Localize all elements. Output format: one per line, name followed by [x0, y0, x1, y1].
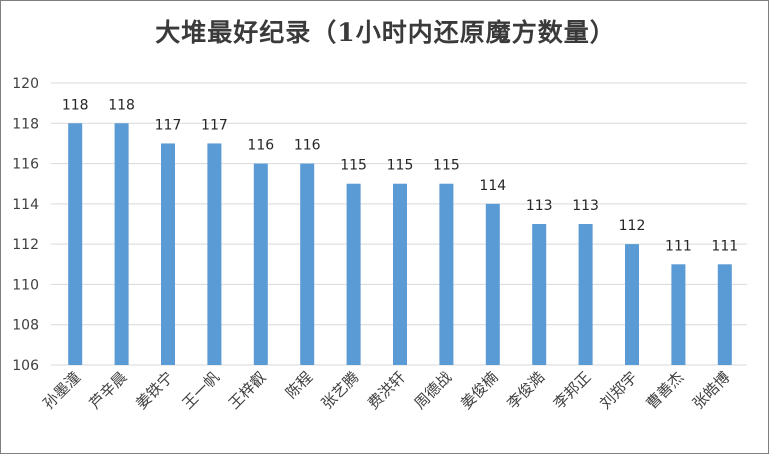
- bar-费洪轩: [393, 183, 407, 365]
- y-tick-label: 116: [12, 157, 39, 173]
- data-label: 115: [433, 158, 460, 174]
- x-axis-label: 张艺腾: [318, 368, 363, 413]
- bar-芦辛晨: [114, 123, 129, 366]
- data-label: 117: [201, 117, 228, 133]
- data-label: 113: [526, 198, 553, 214]
- bar-姜铁宁: [161, 143, 175, 365]
- bar-王一帆: [207, 143, 222, 365]
- x-axis-label: 费洪轩: [364, 368, 409, 413]
- x-axis-label: 张皓博: [689, 368, 734, 413]
- x-axis-label: 芦辛晨: [86, 368, 131, 413]
- data-label: 115: [340, 158, 367, 174]
- y-tick-label: 110: [12, 277, 39, 293]
- chart-title: 大堆最好纪录（1小时内还原魔方数量）: [155, 18, 616, 47]
- bar-周德战: [439, 183, 454, 365]
- bar-刘郑宇: [625, 244, 639, 365]
- y-tick-label: 118: [12, 116, 39, 132]
- data-label: 113: [572, 198, 599, 214]
- data-label: 111: [711, 238, 738, 254]
- data-label: 117: [155, 117, 182, 133]
- bar-王梓叡: [253, 163, 268, 365]
- data-label: 116: [294, 138, 321, 154]
- bars: [68, 123, 732, 366]
- y-tick-label: 108: [12, 318, 39, 334]
- bar-张皓博: [717, 264, 732, 365]
- bar-张艺腾: [346, 183, 361, 365]
- data-label: 116: [247, 138, 274, 154]
- x-axis-label: 王一帆: [179, 368, 224, 413]
- bar-李俊澔: [532, 224, 547, 365]
- y-tick-label: 112: [12, 237, 39, 253]
- data-label: 118: [108, 97, 135, 113]
- x-axis-label: 李俊澔: [503, 368, 548, 413]
- x-axis-label: 周德战: [411, 368, 456, 413]
- x-axis-label: 刘郑宇: [596, 368, 641, 413]
- bar-陈程: [300, 163, 315, 365]
- x-axis-label: 王梓叡: [225, 368, 270, 413]
- x-axis-label: 姜铁宁: [132, 368, 177, 413]
- x-axis-label: 李邦正: [550, 368, 595, 413]
- x-axis-label: 孙墨潼: [39, 368, 84, 413]
- data-label: 114: [479, 178, 506, 194]
- x-axis-label: 陈程: [282, 368, 316, 402]
- x-axis-labels: 孙墨潼 芦辛晨 姜铁宁 王一帆 王梓叡 陈程 张艺腾 费洪轩 周德战 姜俊楠 李俊澔 李邦正 刘郑宇 曹善…: [39, 368, 733, 413]
- y-tick-label: 114: [12, 197, 39, 213]
- bar-孙墨潼: [68, 123, 83, 366]
- data-labels: 118 118 117 117 116 116 115 115 115 114 113 113 112 1…: [62, 97, 738, 254]
- y-tick-label: 120: [12, 76, 39, 92]
- data-label: 118: [62, 97, 89, 113]
- x-axis-label: 姜俊楠: [457, 368, 502, 413]
- bar-李邦正: [578, 224, 593, 365]
- data-label: 115: [387, 158, 414, 174]
- y-axis-ticks: 106 108 110 112 114 116 118 120: [12, 76, 39, 374]
- x-axis-label: 曹善杰: [643, 368, 688, 413]
- data-label: 112: [619, 218, 646, 234]
- bar-姜俊楠: [485, 203, 500, 365]
- y-tick-label: 106: [12, 358, 39, 374]
- data-label: 111: [665, 238, 692, 254]
- bar-曹善杰: [671, 264, 686, 365]
